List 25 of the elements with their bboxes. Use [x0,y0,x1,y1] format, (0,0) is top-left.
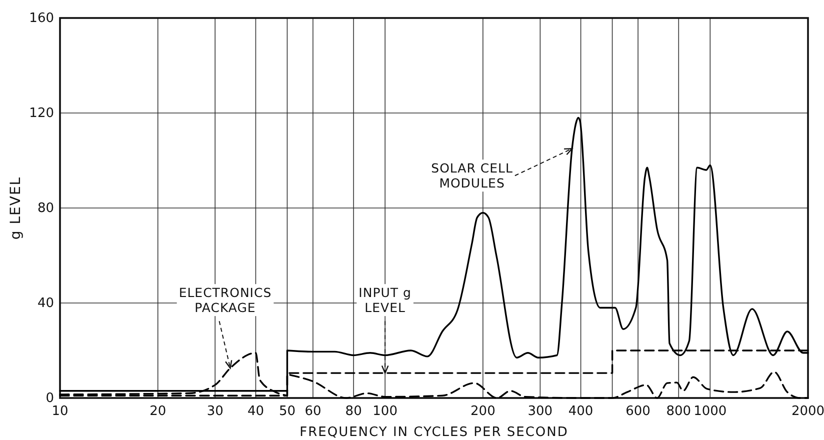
annotation: ELECTRONICS PACKAGE [178,285,272,316]
x-tick-label: 400 [568,404,594,420]
x-tick-label: 80 [345,404,362,420]
x-tick-label: 100 [372,404,398,420]
x-tick-label: 40 [247,404,264,420]
x-tick-label: 2000 [791,404,824,420]
x-tick-label: 300 [528,404,553,420]
y-tick-label: 120 [29,106,54,122]
y-tick-label: 0 [46,391,54,406]
x-tick-label: 200 [470,404,496,420]
x-tick-label: 1000 [694,404,727,420]
x-tick-label: 10 [52,404,68,420]
x-tick-label: 50 [278,404,296,420]
x-tick-label: 800 [666,404,692,420]
x-tick-label: 600 [626,404,650,420]
y-tick-label: 40 [37,296,54,312]
x-axis-title: FREQUENCY IN CYCLES PER SECOND [300,425,568,440]
x-tick-label: 60 [304,404,322,420]
y-tick-label: 80 [37,201,54,216]
annotation: SOLAR CELL MODULES [431,160,513,191]
annotation: INPUT g LEVEL [358,285,412,316]
x-tick-label: 30 [206,404,224,420]
x-tick-label: 20 [150,404,166,420]
y-axis-title: g LEVEL [8,176,24,240]
y-tick-label: 160 [29,11,54,26]
